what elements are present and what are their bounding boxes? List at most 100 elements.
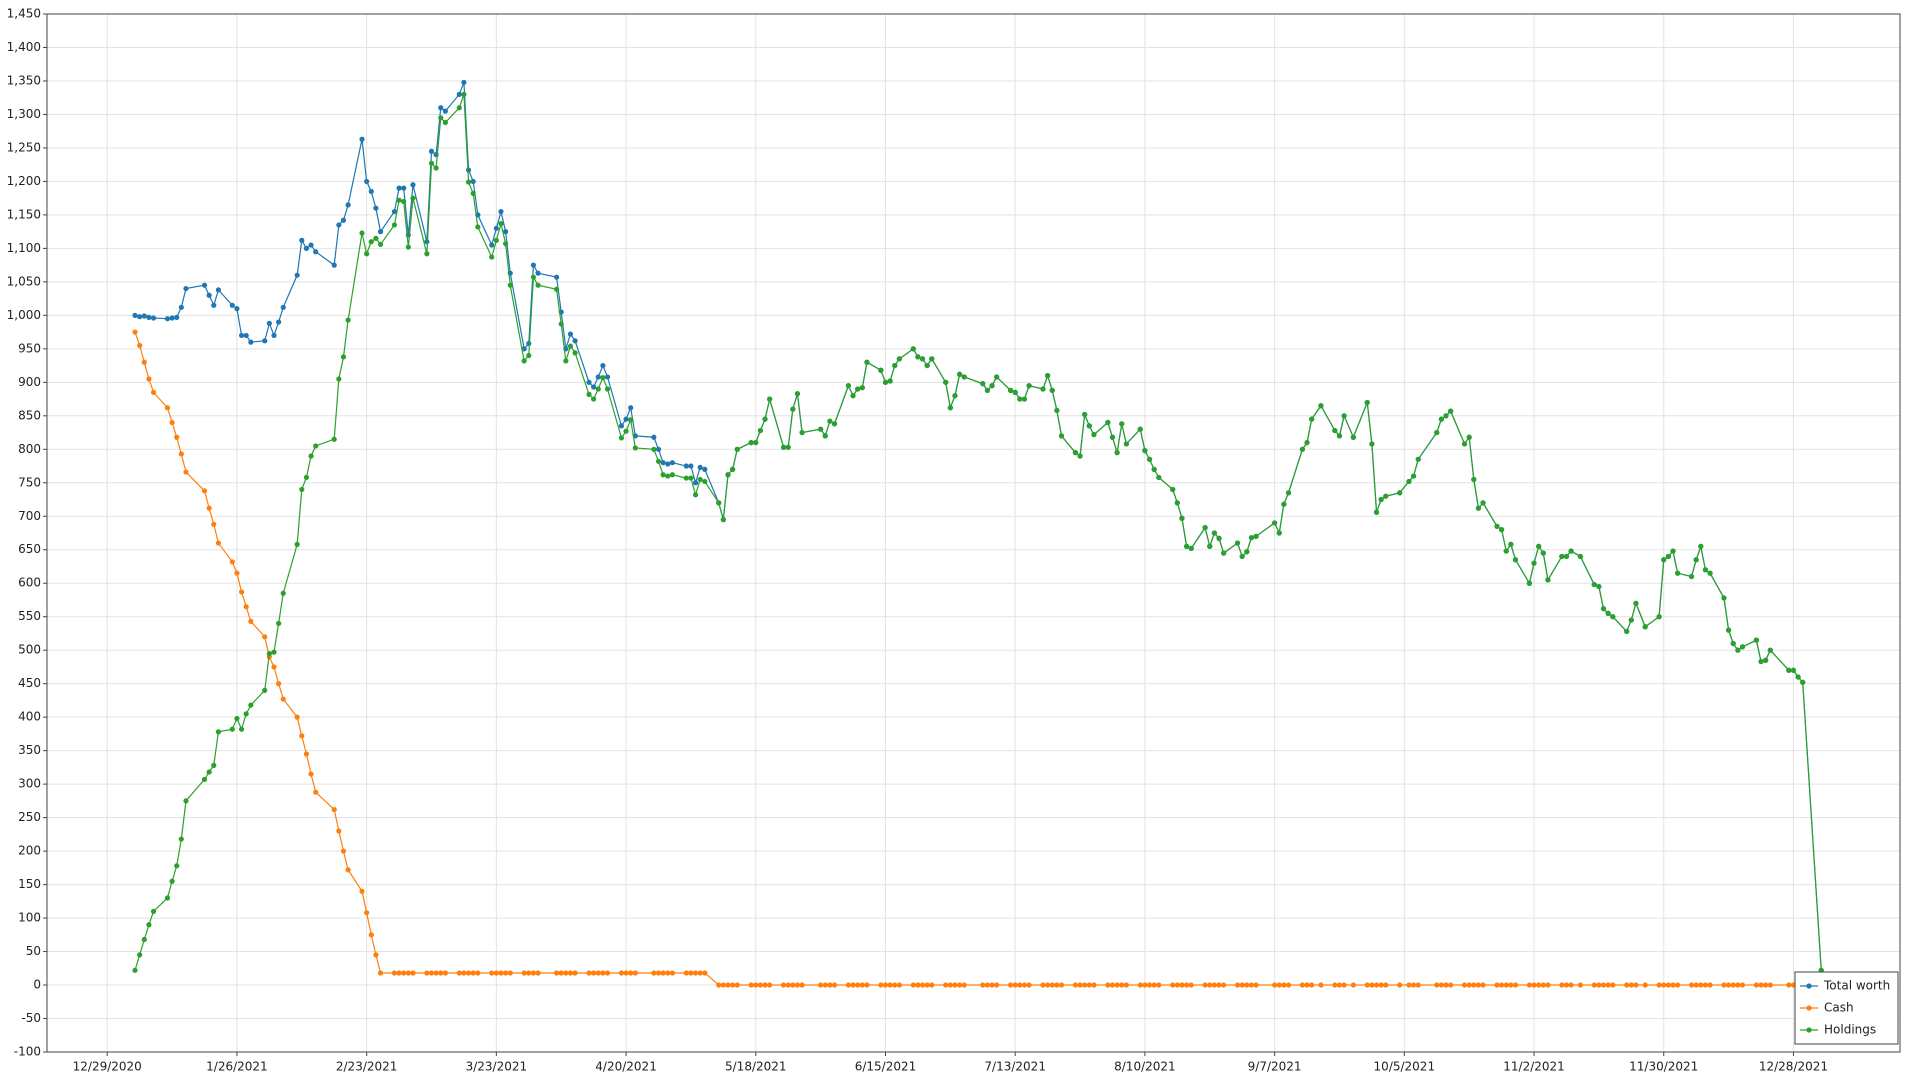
data-point <box>799 429 805 436</box>
data-point <box>1272 982 1278 988</box>
data-point <box>1285 490 1292 496</box>
data-point <box>1021 396 1028 402</box>
data-point <box>530 274 537 280</box>
data-point <box>1007 982 1014 988</box>
data-point <box>373 235 379 241</box>
data-point <box>391 208 398 215</box>
data-point <box>1526 580 1532 586</box>
y-tick-label: 1,050 <box>7 274 41 288</box>
data-point <box>396 185 402 191</box>
data-point <box>299 733 305 739</box>
data-point <box>345 202 351 208</box>
data-point <box>243 711 249 717</box>
data-point <box>1142 982 1148 988</box>
data-point <box>980 381 986 387</box>
data-point <box>1216 535 1222 541</box>
data-point <box>651 446 657 452</box>
data-point <box>489 254 495 260</box>
data-point <box>1763 657 1769 663</box>
data-point <box>1239 553 1245 560</box>
data-point <box>1758 982 1764 988</box>
data-point <box>1350 982 1356 988</box>
data-point <box>1499 527 1505 533</box>
data-point <box>683 970 689 976</box>
data-point <box>465 970 472 976</box>
data-point <box>1058 433 1065 439</box>
data-point <box>530 970 537 976</box>
data-point <box>303 751 310 757</box>
data-point <box>1091 982 1097 988</box>
data-point <box>896 356 902 362</box>
data-point <box>591 384 597 390</box>
data-point <box>526 970 532 976</box>
data-point <box>1661 557 1667 563</box>
data-point <box>1188 545 1194 552</box>
data-point <box>1318 403 1324 409</box>
data-point <box>1707 982 1713 988</box>
data-point <box>433 165 439 171</box>
data-point <box>1526 982 1532 988</box>
x-tick-label: 6/15/2021 <box>855 1060 917 1074</box>
data-point <box>132 329 138 335</box>
data-point <box>1753 637 1759 643</box>
data-point <box>146 922 152 928</box>
data-point <box>461 91 467 97</box>
data-point <box>1049 982 1055 988</box>
y-tick-label: 1,350 <box>7 73 41 87</box>
data-point <box>535 270 541 276</box>
data-point <box>1077 982 1083 988</box>
data-point <box>340 354 347 360</box>
data-point <box>1045 982 1051 988</box>
data-point <box>1693 982 1699 988</box>
data-point <box>331 436 337 442</box>
data-point <box>1151 982 1157 988</box>
data-point <box>1688 573 1695 580</box>
data-point <box>428 160 435 166</box>
data-point <box>359 888 365 894</box>
data-point <box>424 251 430 257</box>
data-point <box>1086 423 1092 429</box>
data-point <box>1026 982 1032 988</box>
data-point <box>794 982 801 988</box>
data-point <box>845 383 852 389</box>
data-point <box>1559 982 1565 988</box>
data-point <box>1466 982 1472 988</box>
data-point <box>405 244 411 250</box>
data-point <box>586 379 592 385</box>
y-tick-label: 400 <box>18 710 41 724</box>
data-point <box>785 444 791 450</box>
data-point <box>1072 982 1079 988</box>
y-tick-label: 1,400 <box>7 40 41 54</box>
data-point <box>364 251 370 257</box>
data-point <box>530 262 537 268</box>
data-point <box>1628 617 1634 623</box>
data-point <box>1698 543 1704 549</box>
data-point <box>984 387 990 393</box>
data-point <box>410 182 416 188</box>
data-point <box>493 970 499 976</box>
data-point <box>1109 434 1116 440</box>
data-point <box>1730 982 1736 988</box>
data-point <box>1790 667 1797 673</box>
data-point <box>229 559 235 565</box>
data-point <box>1170 982 1176 988</box>
data-point <box>600 362 606 369</box>
data-point <box>377 229 384 235</box>
data-point <box>368 932 374 938</box>
data-point <box>164 895 171 901</box>
data-point <box>1156 474 1162 481</box>
data-point <box>1007 387 1014 393</box>
data-point <box>137 314 143 320</box>
data-point <box>1341 413 1347 419</box>
data-point <box>1332 427 1338 434</box>
data-point <box>850 982 856 988</box>
y-tick-label: 700 <box>18 509 41 523</box>
data-point <box>1234 982 1241 988</box>
x-tick-label: 5/18/2021 <box>725 1060 787 1074</box>
data-point <box>396 970 402 976</box>
data-point <box>1461 982 1468 988</box>
data-point <box>359 136 365 142</box>
data-point <box>211 302 217 308</box>
data-point <box>600 375 606 381</box>
